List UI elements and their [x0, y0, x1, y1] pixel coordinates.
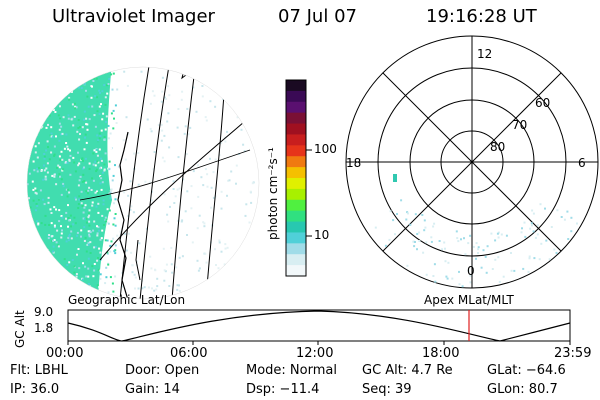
- colorbar-band: [286, 134, 306, 146]
- colorbar-band: [286, 254, 306, 266]
- colorbar-band: [286, 145, 306, 157]
- colorbar-band: [286, 199, 306, 212]
- info-gain: Gain: 14: [125, 382, 180, 397]
- info-gc-alt: GC Alt: 4.7 Re: [362, 363, 453, 378]
- geographic-label: Geographic Lat/Lon: [68, 293, 186, 307]
- mlt-label-18: 18: [346, 156, 362, 170]
- polar-speckle: [374, 174, 578, 288]
- altitude-xtick-0600: 06:00: [170, 346, 208, 361]
- colorbar-tick-100: 100: [314, 142, 337, 156]
- altitude-xtick-0000: 00:00: [46, 346, 84, 361]
- time-label: 19:16:28 UT: [426, 6, 537, 27]
- colorbar-band: [286, 123, 306, 135]
- altitude-ylabel: GC Alt: [13, 310, 27, 348]
- geographic-disk: [26, 66, 260, 300]
- colorbar-band: [286, 178, 306, 190]
- info-mode: Mode: Normal: [246, 363, 337, 378]
- altitude-ytick-low: 1.8: [34, 321, 54, 335]
- colorbar-band: [286, 80, 306, 92]
- date-label: 07 Jul 07: [278, 6, 357, 27]
- apex-label: Apex MLat/MLT: [424, 293, 514, 307]
- colorbar-band: [286, 112, 306, 125]
- info-door: Door: Open: [125, 363, 200, 378]
- instrument-title: Ultraviolet Imager: [52, 6, 215, 27]
- colorbar-band: [286, 265, 306, 277]
- altitude-plot: [67, 309, 571, 345]
- colorbar-band: [286, 221, 306, 233]
- altitude-ytick-high: 9.0: [34, 305, 54, 319]
- colorbar-band: [286, 243, 306, 255]
- colorbar-band: [286, 101, 306, 114]
- mlt-label-6: 6: [578, 156, 586, 170]
- lat-label-70: 70: [512, 118, 528, 132]
- colorbar-band: [286, 90, 306, 103]
- info-glat: GLat: −64.6: [487, 363, 566, 378]
- colorbar-band: [286, 232, 306, 244]
- colorbar-band: [286, 167, 306, 179]
- info-flt: Flt: LBHL: [10, 363, 68, 378]
- info-ip: IP: 36.0: [10, 382, 60, 397]
- colorbar-tick-10: 10: [314, 228, 330, 242]
- lat-label-60: 60: [535, 96, 551, 110]
- altitude-xtick-2359: 23:59: [554, 346, 592, 361]
- colorbar-band: [286, 210, 306, 223]
- lat-label-80: 80: [490, 140, 506, 154]
- colorbar-band: [286, 156, 306, 168]
- info-glon: GLon: 80.7: [487, 382, 558, 397]
- altitude-xtick-1800: 18:00: [422, 346, 460, 361]
- mlt-label-12: 12: [477, 47, 493, 61]
- mlt-label-0: 0: [467, 264, 475, 278]
- colorbar-band: [286, 188, 306, 201]
- info-seq: Seq: 39: [362, 382, 412, 397]
- altitude-xtick-1200: 12:00: [296, 346, 334, 361]
- colorbar-label: photon cm⁻²s⁻¹: [266, 147, 280, 240]
- colorbar: [285, 79, 312, 277]
- info-dsp: Dsp: −11.4: [246, 382, 320, 397]
- polar-plot: [345, 35, 599, 289]
